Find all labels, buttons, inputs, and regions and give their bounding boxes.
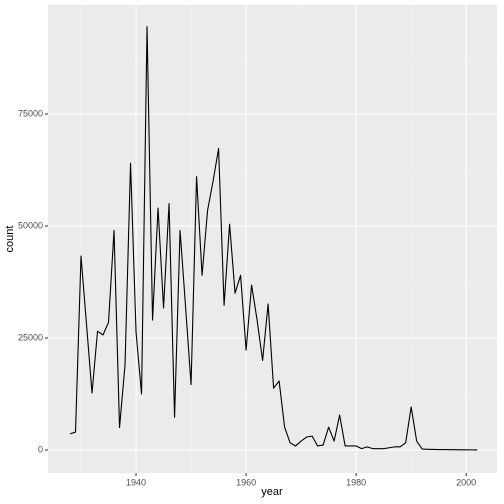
y-axis-label: count	[4, 226, 16, 253]
panel	[48, 5, 497, 473]
y-tick-label: 0	[38, 444, 43, 454]
x-tick-label: 1940	[126, 477, 146, 487]
x-tick-label: 1980	[346, 477, 366, 487]
y-tick-label: 75000	[18, 108, 43, 118]
marks	[69, 26, 478, 451]
y-tick-label: 25000	[18, 332, 43, 342]
x-tick-label: 1960	[236, 477, 256, 487]
data-line	[69, 26, 478, 451]
x-axis-label: year	[261, 486, 283, 498]
grid	[48, 5, 497, 473]
x-tick-label: 2000	[456, 477, 476, 487]
y-tick-label: 50000	[18, 220, 43, 230]
